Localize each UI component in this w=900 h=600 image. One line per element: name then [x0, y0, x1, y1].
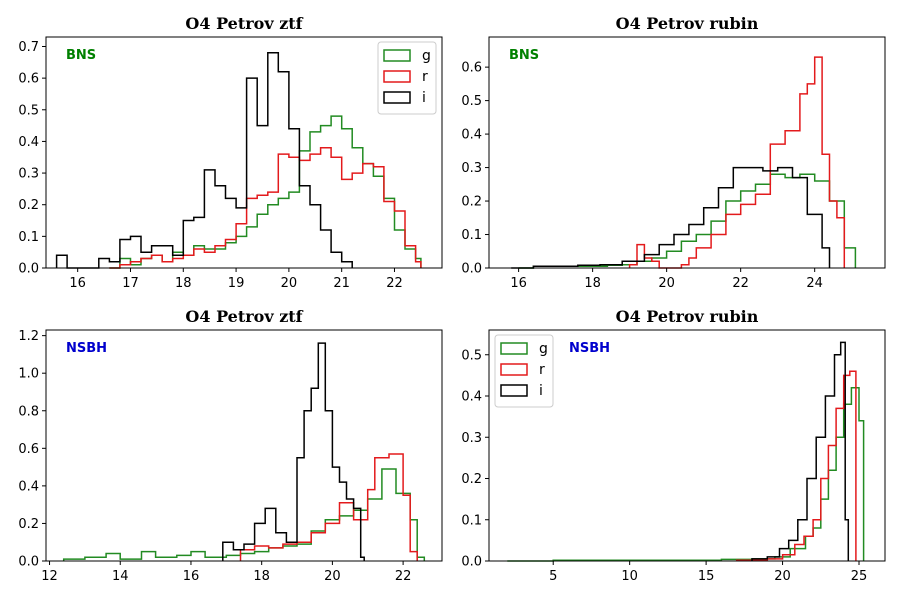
plot-frame: [488, 36, 886, 269]
legend-label-i: i: [422, 90, 426, 106]
series-g-line: [507, 387, 865, 562]
x-tick-label: 22: [732, 276, 749, 291]
y-tick-label: 0.4: [18, 135, 39, 150]
x-tick-label: 20: [281, 276, 298, 291]
x-tick-label: 18: [253, 569, 270, 584]
series-i-line: [511, 166, 831, 269]
y-tick-label: 0.0: [18, 555, 39, 570]
x-tick-label: 15: [698, 569, 715, 584]
y-tick-label: 0.6: [18, 72, 39, 87]
y-tick-label: 0.6: [18, 442, 39, 457]
series-r-line: [628, 56, 846, 269]
legend-swatch-g: [500, 342, 528, 355]
x-tick-label: 16: [69, 276, 86, 291]
y-tick-label: 0.0: [461, 262, 482, 277]
x-tick-label: 5: [549, 569, 557, 584]
population-label: NSBH: [569, 341, 610, 356]
legend: gri: [377, 41, 437, 115]
y-tick-label: 0.3: [461, 161, 482, 176]
y-tick-label: 0.2: [461, 195, 482, 210]
legend-swatch-g: [383, 49, 411, 62]
x-tick-label: 18: [175, 276, 192, 291]
chart-title: O4 Petrov rubin: [616, 307, 759, 326]
x-tick-label: 17: [122, 276, 139, 291]
population-label: BNS: [509, 48, 539, 63]
series-i-line: [222, 342, 365, 561]
panel-nsbh-rubin: O4 Petrov rubin 5 10 15 20 25 0.0 0.1 0.2 0.3 0.4 0…: [461, 307, 886, 584]
y-tick-label: 0.1: [18, 230, 39, 245]
y-tick-label: 0.5: [18, 103, 39, 118]
chart-title: O4 Petrov ztf: [185, 14, 303, 33]
legend-label-g: g: [422, 48, 431, 64]
y-tick-label: 1.2: [18, 329, 39, 344]
series-r-line: [239, 453, 418, 561]
x-tick-label: 25: [851, 569, 868, 584]
y-tick-label: 0.3: [461, 431, 482, 446]
series-i-line: [751, 341, 850, 561]
x-tick-label: 22: [386, 276, 403, 291]
series-g-line: [518, 173, 857, 269]
y-tick-label: 0.6: [461, 61, 482, 76]
y-tick-label: 0.2: [18, 517, 39, 532]
x-tick-label: 20: [774, 569, 791, 584]
y-tick-label: 0.5: [461, 94, 482, 109]
y-tick-label: 0.1: [461, 513, 482, 528]
panel-bns-ztf: O4 Petrov ztf 16 17 18 19 20 21 22 0.0 0.1 0.2 0.3 0…: [18, 14, 443, 291]
legend-frame: [377, 41, 437, 115]
y-tick-label: 1.0: [18, 367, 39, 382]
x-tick-label: 18: [584, 276, 601, 291]
legend-swatch-i: [500, 384, 528, 397]
legend-frame: [494, 334, 554, 408]
x-tick-label: 10: [621, 569, 638, 584]
population-label: NSBH: [66, 341, 107, 356]
series-g-line: [62, 468, 426, 561]
legend-swatch-r: [383, 70, 411, 83]
y-tick-label: 0.1: [461, 228, 482, 243]
panel-nsbh-ztf: O4 Petrov ztf 12 14 16 18 20 22 0.0 0.2 0.4 0.6 0.8…: [18, 307, 443, 584]
y-tick-label: 0.0: [18, 262, 39, 277]
legend-swatch-i: [383, 91, 411, 104]
x-tick-label: 20: [658, 276, 675, 291]
plot-frame: [488, 329, 886, 562]
y-tick-label: 0.7: [18, 40, 39, 55]
x-tick-label: 20: [324, 569, 341, 584]
y-tick-label: 0.0: [461, 555, 482, 570]
y-tick-label: 0.4: [18, 479, 39, 494]
x-tick-label: 16: [510, 276, 527, 291]
x-tick-label: 22: [395, 569, 412, 584]
x-tick-label: 19: [228, 276, 245, 291]
x-tick-label: 21: [333, 276, 350, 291]
x-tick-label: 16: [183, 569, 200, 584]
plot-frame: [45, 329, 443, 562]
y-tick-label: 0.8: [18, 404, 39, 419]
series-r-line: [109, 147, 422, 269]
x-tick-label: 12: [41, 569, 58, 584]
chart-title: O4 Petrov ztf: [185, 307, 303, 326]
x-tick-label: 24: [806, 276, 823, 291]
legend-label-i: i: [539, 383, 543, 399]
y-tick-label: 0.5: [461, 348, 482, 363]
x-tick-label: 14: [112, 569, 129, 584]
y-tick-label: 0.4: [461, 390, 482, 405]
population-label: BNS: [66, 48, 96, 63]
plot-frame: [45, 36, 443, 269]
series-i-line: [55, 52, 353, 269]
legend-label-r: r: [422, 69, 428, 85]
y-tick-label: 0.2: [461, 472, 482, 487]
y-tick-label: 0.4: [461, 128, 482, 143]
series-r-line: [735, 370, 857, 561]
chart-title: O4 Petrov rubin: [616, 14, 759, 33]
legend: gri: [494, 334, 554, 408]
legend-swatch-r: [500, 363, 528, 376]
y-tick-label: 0.2: [18, 198, 39, 213]
legend-label-g: g: [539, 341, 548, 357]
legend-label-r: r: [539, 362, 545, 378]
panel-bns-rubin: O4 Petrov rubin 16 18 20 22 24 0.0 0.1 0.2 0.3 0.4…: [461, 14, 886, 291]
y-tick-label: 0.3: [18, 167, 39, 182]
